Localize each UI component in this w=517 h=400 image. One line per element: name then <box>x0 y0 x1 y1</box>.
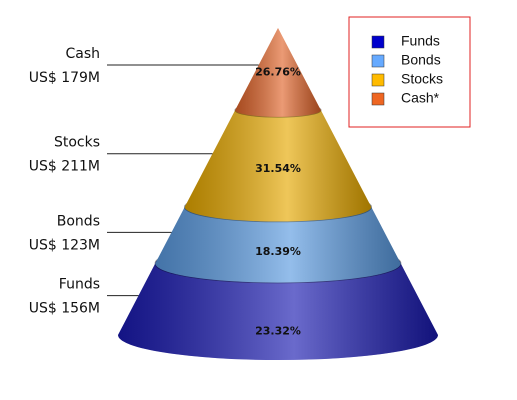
legend-box <box>348 16 471 128</box>
category-label: Funds <box>59 277 100 293</box>
percent-label: 26.76% <box>255 65 301 78</box>
legend-swatch <box>371 73 385 87</box>
legend: Funds Bonds Stocks Cash* <box>371 33 443 106</box>
legend-swatch <box>371 35 385 49</box>
category-label: Bonds <box>57 213 100 229</box>
percent-label: 23.32% <box>255 324 301 337</box>
legend-label: Funds <box>401 33 440 49</box>
legend-swatch <box>371 92 385 106</box>
value-label: US$ 211M <box>29 159 100 175</box>
percent-label: 18.39% <box>255 245 301 258</box>
percent-label: 31.54% <box>255 162 301 175</box>
value-label: US$ 179M <box>29 70 100 86</box>
side-labels: Funds US$ 156M Bonds US$ 123M Stocks US$ 211M… <box>29 46 259 317</box>
segment-shade <box>184 103 372 222</box>
category-label: Stocks <box>54 135 100 151</box>
value-label: US$ 156M <box>29 301 100 317</box>
legend-label: Cash* <box>401 90 440 106</box>
legend-label: Stocks <box>401 71 443 87</box>
segment-shade <box>235 28 321 117</box>
legend-label: Bonds <box>401 52 441 68</box>
cone: 23.32% 18.39% 31.54% 26.76% <box>118 28 438 360</box>
legend-swatch <box>371 54 385 68</box>
value-label: US$ 123M <box>29 237 100 253</box>
category-label: Cash <box>65 46 100 62</box>
